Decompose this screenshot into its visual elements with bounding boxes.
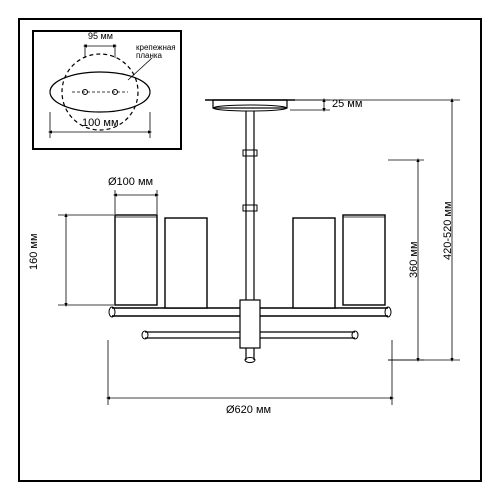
dim-shade-diameter (115, 190, 157, 214)
total-height-label: 420-520 мм (442, 201, 454, 260)
down-rod (243, 111, 257, 300)
diagram-svg (0, 0, 500, 500)
ceiling-canopy (205, 100, 295, 111)
dim-total-width (108, 340, 392, 405)
mount-height-label: 25 мм (332, 98, 362, 110)
inset-top-dim-label: 95 мм (88, 32, 113, 42)
inner-height-label: 360 мм (408, 241, 420, 278)
dim-mount-height (290, 100, 330, 110)
inset-caption: крепежнаяпланка (136, 44, 176, 61)
shade-diameter-label: Ø100 мм (108, 176, 153, 188)
total-diameter-label: Ø620 мм (226, 404, 271, 416)
shade-height-label: 160 мм (28, 233, 40, 270)
arm-bars (109, 300, 391, 363)
dim-shade-height (58, 215, 114, 305)
inset-bottom-dim-label: 100 мм (82, 117, 119, 129)
shades (115, 215, 385, 308)
